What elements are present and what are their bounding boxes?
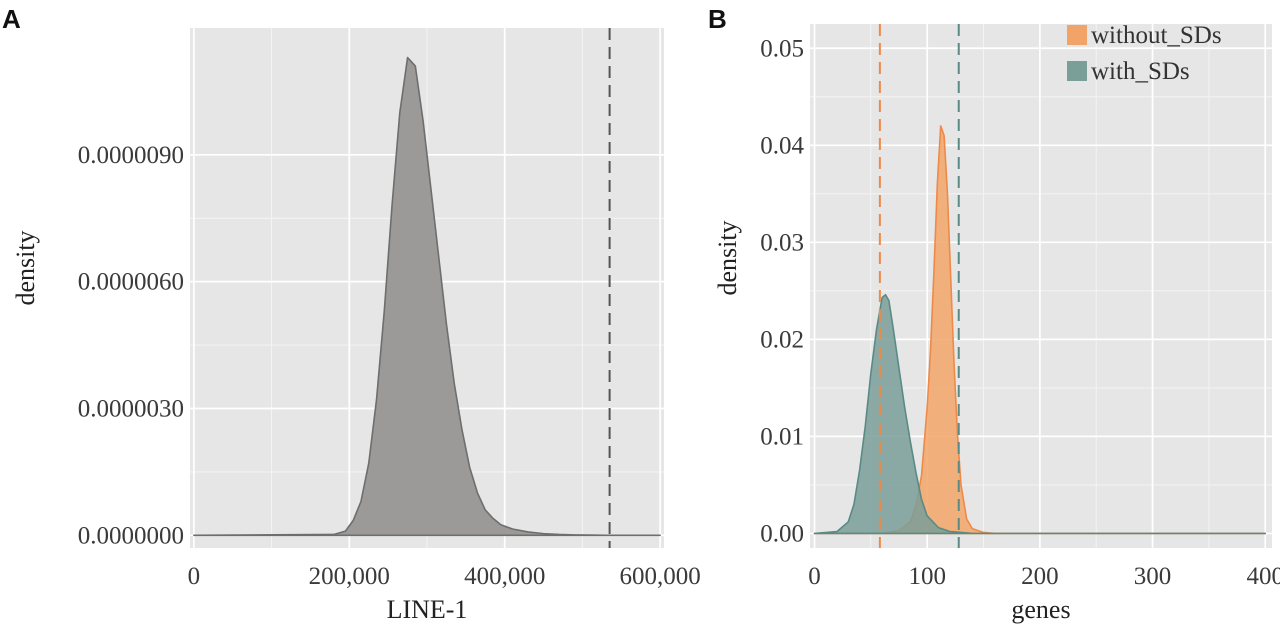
x-tick-label: 400,000 (464, 563, 545, 590)
panel-a-y-ticks: 0.0000000 0.0000030 0.0000060 0.0000090 (78, 142, 184, 549)
panel-a-chart: 0 200,000 400,000 600,000 0.0000000 0.000003… (11, 28, 701, 624)
y-tick-label: 0.00 (760, 520, 804, 547)
panel-a-x-axis-title: LINE-1 (387, 595, 468, 624)
x-tick-label: 200,000 (309, 563, 390, 590)
panel-b-y-axis-title: density (713, 220, 742, 295)
y-tick-label: 0.0000090 (78, 142, 184, 169)
density-area (193, 56, 661, 537)
x-tick-label: 200 (1021, 563, 1059, 590)
x-tick-label: 600,000 (619, 563, 700, 590)
panel-b-x-ticks: 0 100 200 300 400 (808, 563, 1280, 590)
panel-b-x-axis-title: genes (1011, 595, 1070, 624)
panel-b-chart: 0 100 200 300 400 0.00 0.01 0.02 0.03 0.04 0.05 g… (713, 22, 1280, 624)
legend-swatch-with-sds (1067, 61, 1087, 81)
panel-a-x-ticks: 0 200,000 400,000 600,000 (188, 563, 701, 590)
panel-a-density-areas (193, 56, 661, 537)
x-tick-label: 400 (1246, 563, 1280, 590)
panel-a-letter: A (2, 4, 21, 34)
y-tick-label: 0.03 (760, 229, 804, 256)
y-tick-label: 0.0000060 (78, 269, 184, 296)
y-tick-label: 0.0000000 (78, 522, 184, 549)
panel-b-reference-lines (878, 24, 960, 548)
y-tick-label: 0.05 (760, 35, 804, 62)
y-tick-label: 0.04 (760, 132, 804, 159)
y-tick-label: 0.0000030 (78, 395, 184, 422)
x-tick-label: 100 (908, 563, 946, 590)
panel-b-y-ticks: 0.00 0.01 0.02 0.03 0.04 0.05 (760, 35, 804, 547)
panel-b-letter: B (708, 4, 727, 34)
panel-b-density-areas (813, 125, 1267, 535)
x-tick-label: 300 (1134, 563, 1172, 590)
legend-swatch-without-sds (1067, 25, 1087, 45)
x-tick-label: 0 (188, 563, 201, 590)
legend-label-without-sds: without_SDs (1091, 22, 1222, 49)
density-area-with-sds (813, 293, 1267, 535)
y-tick-label: 0.01 (760, 423, 804, 450)
panel-a-y-axis-title: density (11, 230, 40, 305)
legend-label-with-sds: with_SDs (1091, 58, 1190, 85)
legend: without_SDs with_SDs (1067, 22, 1222, 85)
x-tick-label: 0 (808, 563, 821, 590)
y-tick-label: 0.02 (760, 326, 804, 353)
